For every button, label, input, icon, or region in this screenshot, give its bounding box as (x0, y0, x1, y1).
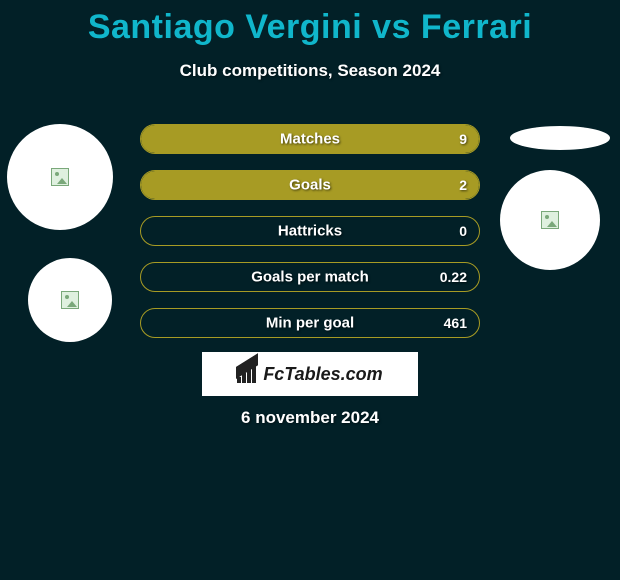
stat-row-hattricks: Hattricks 0 (140, 216, 480, 246)
player1-avatar (7, 124, 113, 230)
stat-label: Matches (280, 131, 340, 148)
stats-container: Matches 9 Goals 2 Hattricks 0 Goals per … (140, 124, 480, 354)
date-label: 6 november 2024 (0, 408, 620, 428)
stat-label: Hattricks (278, 223, 342, 240)
stat-label: Goals per match (251, 269, 369, 286)
stat-value-right: 2 (459, 177, 467, 193)
right-oval-placeholder (510, 126, 610, 150)
stat-row-min-per-goal: Min per goal 461 (140, 308, 480, 338)
broken-image-icon (51, 168, 69, 186)
branding-box: FcTables.com (202, 352, 418, 396)
broken-image-icon (541, 211, 559, 229)
stat-row-goals: Goals 2 (140, 170, 480, 200)
stat-value-right: 0.22 (440, 269, 467, 285)
stat-value-right: 9 (459, 131, 467, 147)
stat-row-goals-per-match: Goals per match 0.22 (140, 262, 480, 292)
broken-image-icon (61, 291, 79, 309)
stat-label: Min per goal (266, 315, 354, 332)
fctables-logo-icon (237, 365, 259, 383)
player2-avatar (500, 170, 600, 270)
page-title: Santiago Vergini vs Ferrari (0, 0, 620, 47)
stat-label: Goals (289, 177, 331, 194)
stat-row-matches: Matches 9 (140, 124, 480, 154)
stat-value-right: 461 (444, 315, 467, 331)
branding-text: FcTables.com (263, 364, 382, 385)
page-subtitle: Club competitions, Season 2024 (0, 61, 620, 81)
club1-avatar (28, 258, 112, 342)
stat-value-right: 0 (459, 223, 467, 239)
